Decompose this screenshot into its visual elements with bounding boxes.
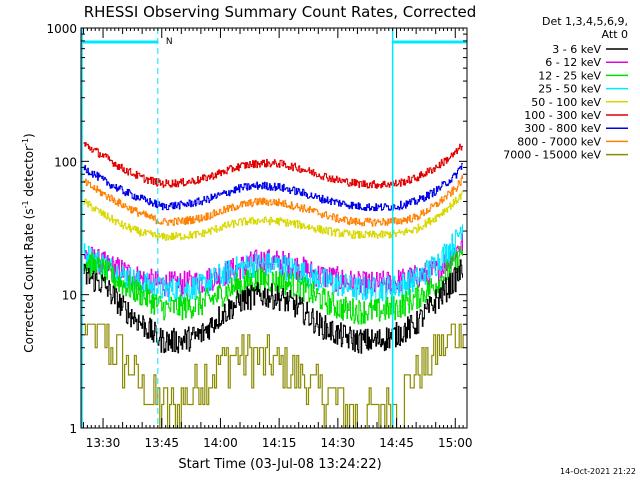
series-line-0 [83, 259, 463, 354]
y-tick-label: 1000 [46, 22, 77, 36]
series-line-3 [83, 224, 463, 302]
x-axis-label: Start Time (03-Jul-08 13:24:22) [178, 457, 381, 472]
legend-label: 100 - 300 keV [524, 109, 601, 122]
marker-flag-text: N [166, 37, 173, 47]
x-tick-label: 13:30 [86, 436, 121, 450]
y-axis-label-part: Corrected Count Rate (s [22, 208, 36, 352]
legend-label: 300 - 800 keV [524, 122, 601, 135]
x-tick-label: 14:15 [262, 436, 297, 450]
x-tick-label: 15:00 [438, 436, 473, 450]
legend-label: 7000 - 15000 keV [503, 149, 601, 162]
axes: 1 10 100 1000 13:30 13:45 14:00 14:15 14:30 14:45… [46, 22, 472, 450]
footer-timestamp: 14-Oct-2021 21:22 [560, 467, 636, 476]
legend-header: Det 1,3,4,5,6,9, [542, 15, 628, 28]
legend-header: Att 0 [602, 28, 628, 41]
x-tick-label: 13:45 [144, 436, 179, 450]
y-axis-label-sup: -1 [21, 200, 30, 208]
y-axis-label-sup: -1 [21, 138, 30, 146]
x-tick-label: 14:45 [379, 436, 414, 450]
legend-label: 50 - 100 keV [531, 96, 601, 109]
series-line-6 [83, 163, 463, 212]
legend-label: 3 - 6 keV [552, 43, 601, 56]
legend-label: 6 - 12 keV [545, 56, 601, 69]
series-line-2 [83, 246, 463, 325]
series-line-5 [83, 142, 463, 189]
y-axis-label-part: ) [22, 133, 36, 138]
y-axis-label: Corrected Count Rate (s-1 detector-1) [21, 133, 36, 352]
x-tick-label: 14:30 [321, 436, 356, 450]
legend-label: 12 - 25 keV [538, 69, 601, 82]
legend-label: 25 - 50 keV [538, 83, 601, 96]
series-line-4 [83, 190, 463, 241]
plot-area [83, 142, 464, 429]
x-tick-label: 14:00 [203, 436, 238, 450]
series-line-7 [83, 175, 463, 227]
y-axis-label-part: detector [22, 146, 36, 201]
y-tick-label: 1 [69, 422, 77, 436]
y-tick-label: 10 [62, 289, 77, 303]
legend-label: 800 - 7000 keV [517, 135, 601, 148]
y-tick-label: 100 [54, 155, 77, 169]
plot-frame [80, 27, 468, 429]
chart-title: RHESSI Observing Summary Count Rates, Co… [84, 3, 477, 21]
